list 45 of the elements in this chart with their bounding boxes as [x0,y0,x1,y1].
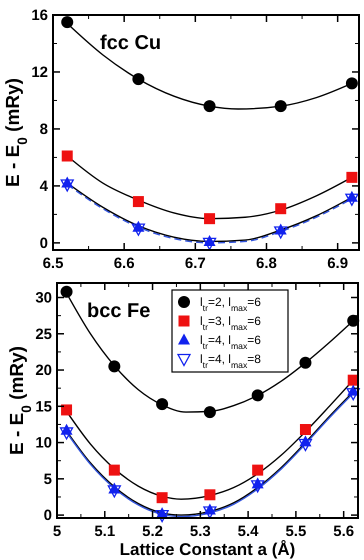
point [204,406,216,418]
x-tick-label: 6.9 [327,255,348,272]
legend-label: l$_{tr}$=4, l$_{max}$=6 [200,333,262,351]
legend-label: l$_{tr}$=2, l$_{max}$=6 [200,295,262,313]
point [299,356,312,369]
y-tick-label: 0 [44,507,52,524]
y-tick-label: 4 [40,178,49,195]
x-tick-label: 5.4 [238,523,260,540]
point [156,398,168,410]
x-axis-title: Lattice Constant a (Å) [120,540,296,559]
point [61,404,72,416]
point [60,427,74,440]
point [252,389,264,402]
point [298,438,312,452]
point [252,464,264,476]
x-tick-label: 6.6 [114,255,135,272]
y-tick-label: 25 [35,326,52,343]
annotation: bcc Fe [87,300,150,322]
point [108,360,120,372]
x-tick-label: 5.1 [94,523,116,540]
y-tick-label: 5 [44,470,52,488]
y-tick-label: 8 [40,120,48,138]
x-tick-label: 6.8 [256,255,277,272]
y-tick-label: 30 [35,290,52,307]
x-tick-label: 6.5 [42,255,64,272]
point [60,286,73,298]
y-tick-label: 16 [31,7,48,24]
x-tick-label: 5.6 [333,523,354,540]
point [204,489,216,500]
point [346,388,360,400]
x-tick-label: 6.7 [184,255,206,272]
legend-label: l$_{tr}$=4, l$_{max}$=8 [200,352,262,370]
point [108,464,120,476]
legend-label: l$_{tr}$=3, l$_{max}$=6 [200,314,262,332]
y-tick-label: 12 [31,64,48,81]
x-tick-label: 5.5 [285,523,306,540]
annotation: fcc Cu [100,32,162,54]
y-tick-label: 0 [40,234,48,252]
y-tick-label: 15 [35,398,52,416]
y-tick-label: 10 [35,434,52,452]
point [156,492,168,504]
x-tick-label: 5.2 [142,523,163,540]
point [300,424,311,436]
y-tick-label: 20 [35,362,52,380]
x-tick-label: 5.3 [190,523,211,540]
